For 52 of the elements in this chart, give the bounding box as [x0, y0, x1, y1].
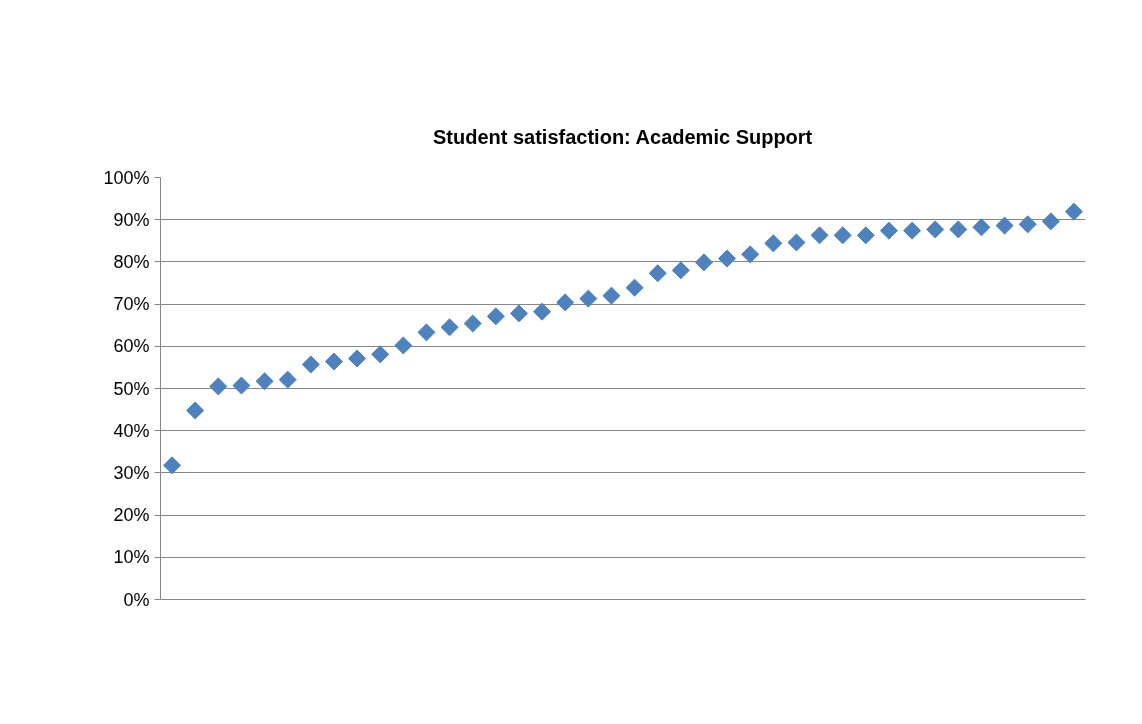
- y-tick-label: 90%: [113, 209, 150, 230]
- point: [209, 377, 228, 396]
- point: [509, 304, 528, 323]
- point: [301, 355, 320, 374]
- point: [1018, 215, 1037, 234]
- point: [694, 253, 713, 272]
- point: [718, 249, 737, 268]
- point: [671, 261, 690, 280]
- point: [371, 345, 390, 364]
- point: [186, 401, 205, 420]
- point: [879, 221, 898, 240]
- y-tick-label: 20%: [113, 505, 150, 526]
- y-tick-label: 40%: [113, 420, 150, 441]
- point: [394, 336, 413, 355]
- point: [556, 293, 575, 312]
- point: [949, 220, 968, 239]
- point: [1064, 202, 1083, 221]
- point: [602, 286, 621, 305]
- y-tick-label: 50%: [113, 378, 150, 399]
- point: [463, 314, 482, 333]
- point: [648, 264, 667, 283]
- y-tick-label: 0%: [123, 589, 150, 610]
- point: [440, 318, 459, 337]
- point: [486, 307, 505, 326]
- point: [764, 234, 783, 253]
- point: [833, 226, 852, 245]
- y-tick-label: 70%: [113, 294, 150, 315]
- point: [163, 456, 182, 475]
- point: [995, 216, 1014, 235]
- point: [926, 220, 945, 239]
- point: [972, 218, 991, 237]
- point: [579, 289, 598, 308]
- point: [278, 370, 297, 389]
- y-tick-label: 80%: [113, 251, 150, 272]
- point: [856, 226, 875, 245]
- y-tick-label: 60%: [113, 336, 150, 357]
- chart-title: Student satisfaction: Academic Support: [432, 125, 813, 148]
- point: [348, 349, 367, 368]
- point: [533, 302, 552, 321]
- point: [787, 233, 806, 252]
- point: [324, 352, 343, 371]
- point: [232, 376, 251, 395]
- point: [741, 245, 760, 264]
- point: [1041, 212, 1060, 231]
- point: [417, 323, 436, 342]
- y-tick-label: 30%: [113, 462, 150, 483]
- point: [810, 226, 829, 245]
- y-tick-label: 100%: [103, 167, 150, 188]
- point: [625, 278, 644, 297]
- y-tick-label: 10%: [113, 547, 150, 568]
- point: [255, 372, 274, 391]
- point: [903, 221, 922, 240]
